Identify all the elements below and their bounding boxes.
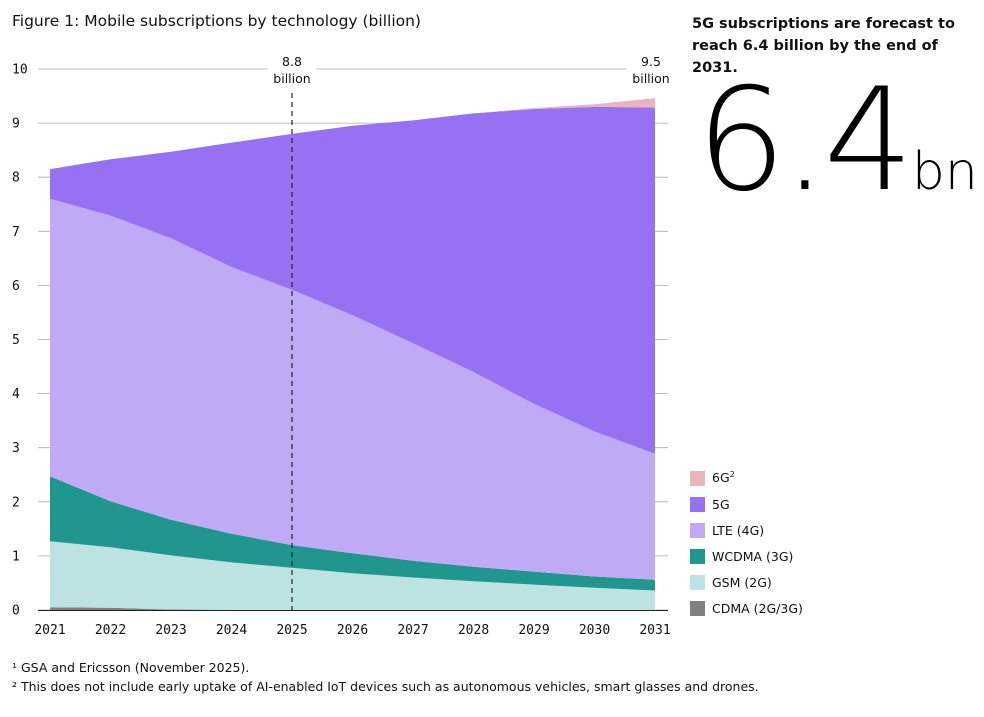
chart-title: Figure 1: Mobile subscriptions by techno… xyxy=(12,12,421,30)
footnote-1: ¹ GSA and Ericsson (November 2025). xyxy=(12,660,250,675)
y-tick-label: 0 xyxy=(12,604,20,619)
legend-label: 6G2 xyxy=(712,470,735,486)
x-tick-label: 2031 xyxy=(639,623,670,638)
y-tick-label: 9 xyxy=(12,117,20,132)
x-tick-label: 2030 xyxy=(579,623,610,638)
x-tick-label: 2026 xyxy=(337,623,368,638)
y-tick-label: 7 xyxy=(12,225,20,240)
legend-label: WCDMA (3G) xyxy=(712,548,794,564)
annotation-unit: billion xyxy=(273,71,310,86)
legend-item: WCDMA (3G) xyxy=(690,543,803,569)
area-wcdma-3g xyxy=(50,476,655,591)
y-tick-label: 4 xyxy=(12,387,20,402)
x-tick-label: 2023 xyxy=(155,623,186,638)
x-tick-label: 2024 xyxy=(216,623,247,638)
big-number-value: 6.4 xyxy=(696,58,914,223)
area-5g xyxy=(50,106,655,454)
legend-item: LTE (4G) xyxy=(690,517,803,543)
footnotes: ¹ GSA and Ericsson (November 2025). ² Th… xyxy=(12,658,759,696)
legend-label: LTE (4G) xyxy=(712,522,765,538)
area-lte-4g xyxy=(50,198,655,580)
legend-item: CDMA (2G/3G) xyxy=(690,595,803,621)
annotation-value: 8.8 xyxy=(282,54,302,69)
legend-label: CDMA (2G/3G) xyxy=(712,600,803,616)
y-tick-label: 10 xyxy=(12,63,28,78)
y-tick-label: 2 xyxy=(12,495,20,510)
y-tick-label: 6 xyxy=(12,279,20,294)
y-tick-label: 1 xyxy=(12,549,20,564)
footnote-2: ² This does not include early uptake of … xyxy=(12,679,759,694)
y-tick-label: 3 xyxy=(12,441,20,456)
area-gsm-2g xyxy=(50,541,655,610)
annotation-backing xyxy=(627,55,675,89)
annotation-value: 9.5 xyxy=(641,54,661,69)
legend-item: 5G xyxy=(690,491,803,517)
headline: 5G subscriptions are forecast to reach 6… xyxy=(692,16,955,76)
legend-swatch xyxy=(690,548,705,564)
legend: 6G2 5G LTE (4G) WCDMA (3G) GSM (2G) CDMA (2G/… xyxy=(690,465,803,621)
legend-swatch xyxy=(690,470,705,486)
legend-swatch xyxy=(690,496,705,512)
legend-label: 5G xyxy=(712,496,730,512)
y-tick-label: 8 xyxy=(12,171,20,186)
legend-item: GSM (2G) xyxy=(690,569,803,595)
x-tick-label: 2025 xyxy=(276,623,307,638)
area-cdma-2g-3g xyxy=(50,607,655,610)
legend-footnote-marker: 2 xyxy=(729,470,735,480)
y-tick-label: 5 xyxy=(12,333,20,348)
legend-label: GSM (2G) xyxy=(712,574,772,590)
area-6g xyxy=(50,98,655,170)
legend-swatch xyxy=(690,522,705,538)
big-number: 6.4bn xyxy=(696,58,978,223)
legend-item: 6G2 xyxy=(690,465,803,491)
x-tick-label: 2021 xyxy=(34,623,65,638)
annotation-backing xyxy=(268,55,316,89)
legend-swatch xyxy=(690,574,705,590)
x-tick-label: 2022 xyxy=(95,623,126,638)
x-tick-label: 2028 xyxy=(458,623,489,638)
x-tick-label: 2029 xyxy=(518,623,549,638)
annotation-unit: billion xyxy=(632,71,669,86)
legend-swatch xyxy=(690,600,705,616)
x-tick-label: 2027 xyxy=(397,623,428,638)
big-number-unit: bn xyxy=(911,142,978,202)
